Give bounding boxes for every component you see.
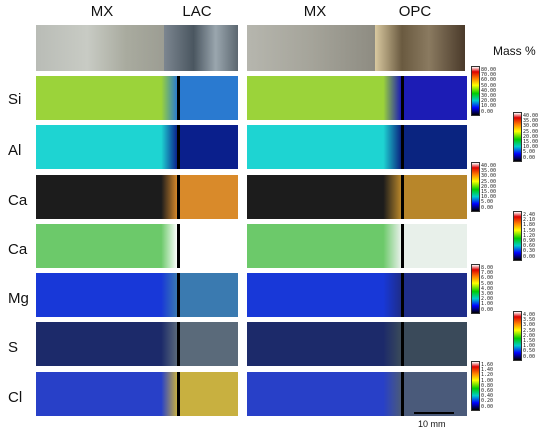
color-scale: 80.00 70.00 60.00 50.00 40.00 30.00 20.0… [471, 66, 496, 116]
header-left-lac: LAC [182, 3, 212, 20]
crack [177, 76, 180, 120]
photo-left-mx [36, 25, 164, 71]
row-label: Ca [8, 192, 28, 209]
crack [177, 273, 180, 317]
crack [401, 322, 404, 366]
map-right-4 [247, 273, 467, 317]
map-right-6 [247, 372, 467, 416]
row-label: Cl [8, 389, 23, 406]
crack [177, 372, 180, 416]
map-left-6 [36, 372, 238, 416]
header-right-mx: MX [303, 3, 327, 20]
color-scale-bar [472, 362, 479, 410]
color-scale: 2.40 2.10 1.80 1.50 1.20 0.90 0.60 0.30 … [513, 211, 535, 261]
map-left-4 [36, 273, 238, 317]
color-scale-ticks: 40.00 35.00 30.00 25.00 20.00 15.00 10.0… [523, 113, 539, 161]
crack [401, 175, 404, 219]
crack [177, 175, 180, 219]
crack [401, 372, 404, 416]
crack [401, 224, 404, 268]
map-right-1 [247, 125, 467, 169]
map-left-3 [36, 224, 238, 268]
crack [177, 125, 180, 169]
mass-percent-label: Mass % [493, 44, 536, 58]
color-scale-bar [472, 265, 479, 313]
photo-right-mx [247, 25, 375, 71]
row-label: Al [8, 142, 22, 159]
color-scale: 8.00 7.00 6.00 5.00 4.00 3.00 2.00 1.00 … [471, 264, 493, 314]
color-scale-ticks: 40.00 35.00 30.00 25.00 20.00 15.00 10.0… [481, 163, 497, 211]
map-left-5 [36, 322, 238, 366]
color-scale: 40.00 35.00 30.00 25.00 20.00 15.00 10.0… [471, 162, 496, 212]
color-scale-ticks: 4.00 3.50 3.00 2.50 2.00 1.50 1.00 0.50 … [523, 312, 536, 360]
map-left-2 [36, 175, 238, 219]
color-scale-bar [514, 312, 521, 360]
row-label: Si [8, 91, 22, 108]
row-label: Ca [8, 241, 28, 258]
row-label: S [8, 339, 19, 356]
map-right-0 [247, 76, 467, 120]
map-right-5 [247, 322, 467, 366]
color-scale-ticks: 8.00 7.00 6.00 5.00 4.00 3.00 2.00 1.00 … [481, 265, 494, 313]
row-label: Mg [8, 290, 29, 307]
map-right-2 [247, 175, 467, 219]
color-scale: 40.00 35.00 30.00 25.00 20.00 15.00 10.0… [513, 112, 538, 162]
crack [401, 125, 404, 169]
crack [177, 322, 180, 366]
color-scale-bar [514, 212, 521, 260]
crack [401, 76, 404, 120]
color-scale: 4.00 3.50 3.00 2.50 2.00 1.50 1.00 0.50 … [513, 311, 535, 361]
map-right-3 [247, 224, 467, 268]
scale-bar [414, 412, 454, 414]
color-scale-bar [472, 67, 479, 115]
color-scale-ticks: 2.40 2.10 1.80 1.50 1.20 0.90 0.60 0.30 … [523, 212, 536, 260]
color-scale-ticks: 1.60 1.40 1.20 1.00 0.80 0.60 0.40 0.20 … [481, 362, 494, 410]
map-left-1 [36, 125, 238, 169]
map-left-0 [36, 76, 238, 120]
color-scale-ticks: 80.00 70.00 60.00 50.00 40.00 30.00 20.0… [481, 67, 497, 115]
header-right-opc: OPC [398, 3, 432, 20]
scale-bar-label: 10 mm [418, 419, 446, 429]
color-scale-bar [472, 163, 479, 211]
photo-left-lac [164, 25, 238, 71]
crack [177, 224, 180, 268]
color-scale-bar [514, 113, 521, 161]
crack [401, 273, 404, 317]
color-scale: 1.60 1.40 1.20 1.00 0.80 0.60 0.40 0.20 … [471, 361, 493, 411]
photo-right-opc [375, 25, 465, 71]
header-left-mx: MX [90, 3, 114, 20]
